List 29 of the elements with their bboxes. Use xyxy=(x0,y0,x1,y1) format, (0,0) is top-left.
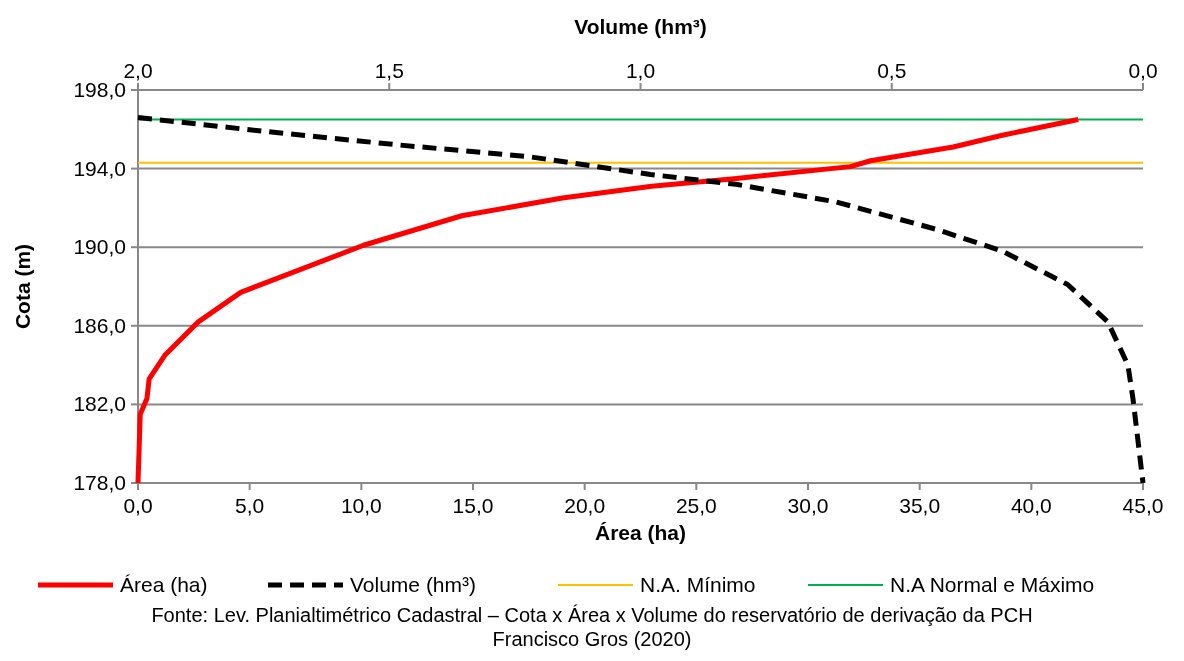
x2-tick-label: 1,5 xyxy=(374,59,404,82)
x-tick-label: 20,0 xyxy=(564,494,606,517)
legend-label: N.A. Mínimo xyxy=(640,573,756,596)
x2-tick-label: 0,0 xyxy=(1128,59,1158,82)
y-tick-label: 178,0 xyxy=(73,471,126,494)
x2-tick-label: 1,0 xyxy=(625,59,656,82)
source-note: Fonte: Lev. Planialtimétrico Cadastral – Cota x Área x Volume do reservatório de derivação da PCH Francisco Gros (2020) xyxy=(151,604,1033,650)
x-tick-label: 5,0 xyxy=(235,494,265,517)
x2-tick-label: 2,0 xyxy=(123,59,153,82)
x2-tick-label: 0,5 xyxy=(877,59,907,82)
y-tick-label: 194,0 xyxy=(73,156,126,180)
legend-label: Volume (hm³) xyxy=(350,573,477,596)
y-tick-label: 190,0 xyxy=(73,235,126,259)
x-tick-label: 30,0 xyxy=(787,494,829,517)
x-axis-title: Área (ha) xyxy=(594,521,687,544)
x-tick-label: 0,0 xyxy=(123,494,153,517)
x-tick-label: 25,0 xyxy=(675,494,717,517)
x-tick-label: 10,0 xyxy=(340,494,382,517)
y-axis-title: Cota (m) xyxy=(11,243,34,330)
legend-label: N.A Normal e Máximo xyxy=(890,573,1095,596)
y-tick-label: 198,0 xyxy=(73,78,126,101)
x-tick-label: 40,0 xyxy=(1010,494,1052,517)
y-tick-label: 186,0 xyxy=(73,313,126,337)
x-tick-label: 15,0 xyxy=(452,494,494,517)
y-tick-label: 182,0 xyxy=(73,392,126,416)
x2-axis-title: Volume (hm³) xyxy=(574,15,707,38)
x-tick-label: 35,0 xyxy=(899,494,941,517)
x-tick-label: 45,0 xyxy=(1122,494,1164,517)
legend-label: Área (ha) xyxy=(120,573,208,596)
